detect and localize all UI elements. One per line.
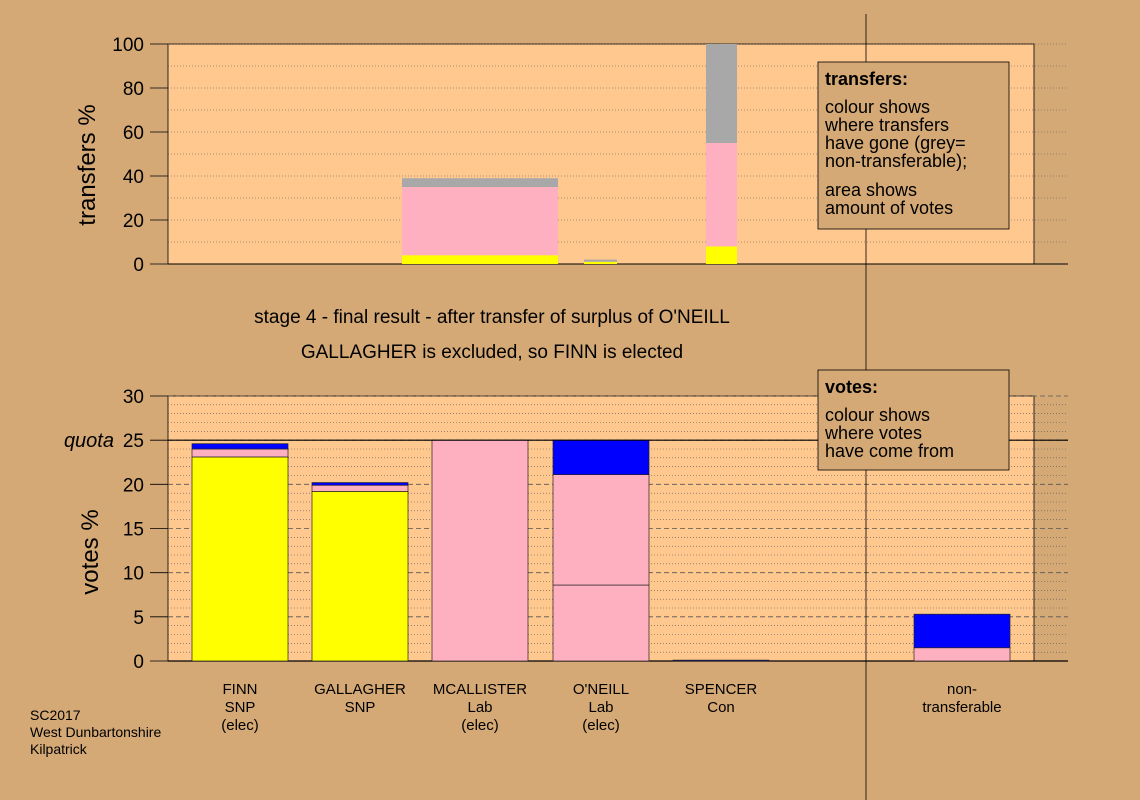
votes-category-labels: FINNSNP(elec)GALLAGHERSNPMCALLISTERLab(e… xyxy=(221,681,1001,734)
vote-segment xyxy=(552,584,650,662)
transfers-legend-line: non-transferable); xyxy=(825,151,967,171)
votes-y-tick-label: 5 xyxy=(133,608,144,629)
transfer-segment xyxy=(402,187,558,256)
transfers-legend-line: where transfers xyxy=(824,115,949,135)
vote-segment xyxy=(913,613,1011,649)
transfers-legend-line: area shows xyxy=(825,180,917,200)
candidate-label: (elec) xyxy=(461,717,499,734)
transfers-y-tick-label: 40 xyxy=(123,167,144,188)
candidate-label: (elec) xyxy=(221,717,259,734)
transfers-legend-line: colour shows xyxy=(825,97,930,117)
votes-y-tick-label: 10 xyxy=(123,564,144,585)
vote-segment xyxy=(191,443,289,450)
candidate-label: Lab xyxy=(467,699,492,716)
vote-segment xyxy=(311,491,409,662)
candidate-label: MCALLISTER xyxy=(433,681,527,698)
candidate-label: FINN xyxy=(223,681,258,698)
vote-segment xyxy=(672,659,770,662)
candidate-label: Lab xyxy=(588,699,613,716)
candidate-label: O'NEILL xyxy=(573,681,629,698)
transfers-y-axis-label: transfers % xyxy=(74,104,101,225)
vote-segment xyxy=(552,474,650,586)
votes-legend-box xyxy=(817,369,1010,471)
votes-y-tick-label: 25 xyxy=(123,431,144,452)
votes-legend: votes: colour shows where votes have com… xyxy=(817,369,1010,471)
stage-heading: stage 4 - final result - after transfer … xyxy=(254,307,730,328)
footer-ward: Kilpatrick xyxy=(30,741,88,757)
transfers-y-tick-label: 20 xyxy=(123,211,144,232)
transfers-y-ticks: 0 20 40 60 80 100 xyxy=(112,35,168,276)
transfers-legend-line: amount of votes xyxy=(825,198,953,218)
votes-y-tick-label: 15 xyxy=(123,520,144,541)
candidate-label: SNP xyxy=(225,699,256,716)
candidate-label: SPENCER xyxy=(685,681,758,698)
votes-y-tick-label: 30 xyxy=(123,387,144,408)
votes-y-tick-label: 20 xyxy=(123,475,144,496)
candidate-label: GALLAGHER xyxy=(314,681,406,698)
transfers-legend-line: have gone (grey= xyxy=(825,133,966,153)
footer-council: West Dunbartonshire xyxy=(30,724,161,740)
candidate-label: Con xyxy=(707,699,735,716)
transfer-segment xyxy=(584,261,617,264)
transfers-y-tick-label: 100 xyxy=(112,35,144,56)
transfer-segment xyxy=(706,246,737,264)
transfers-legend-box xyxy=(817,61,1010,230)
votes-legend-line: have come from xyxy=(825,441,954,461)
outcome-heading: GALLAGHER is excluded, so FINN is electe… xyxy=(301,342,683,363)
vote-segment xyxy=(913,647,1011,662)
votes-bars xyxy=(191,439,1011,662)
transfers-legend: transfers: colour shows where transfers … xyxy=(817,61,1010,230)
transfers-y-tick-label: 80 xyxy=(123,79,144,100)
transfer-segment xyxy=(706,143,737,247)
transfers-bars xyxy=(402,44,737,264)
vote-segment xyxy=(191,456,289,662)
vote-segment xyxy=(311,482,409,486)
votes-legend-line: where votes xyxy=(824,423,922,443)
votes-legend-line: colour shows xyxy=(825,405,930,425)
votes-y-axis-label: votes % xyxy=(77,509,104,594)
vote-segment xyxy=(191,448,289,458)
votes-y-tick-label: 0 xyxy=(133,652,144,673)
transfer-segment xyxy=(402,255,558,264)
transfer-segment xyxy=(402,178,558,187)
vote-segment xyxy=(311,484,409,492)
transfer-segment xyxy=(584,259,617,262)
candidate-label: (elec) xyxy=(582,717,620,734)
footer-election: SC2017 xyxy=(30,707,81,723)
candidate-label: SNP xyxy=(345,699,376,716)
vote-segment xyxy=(552,439,650,475)
votes-y-ticks: 0 5 10 15 20 25 30 xyxy=(123,387,168,673)
vote-segment xyxy=(431,439,529,662)
votes-legend-title: votes: xyxy=(825,377,878,397)
transfer-segment xyxy=(706,44,737,143)
transfers-legend-title: transfers: xyxy=(825,69,908,89)
candidate-label: non- xyxy=(947,681,977,698)
transfers-y-tick-label: 0 xyxy=(133,255,144,276)
transfers-y-tick-label: 60 xyxy=(123,123,144,144)
quota-label: quota xyxy=(64,430,114,452)
candidate-label: transferable xyxy=(922,699,1001,716)
